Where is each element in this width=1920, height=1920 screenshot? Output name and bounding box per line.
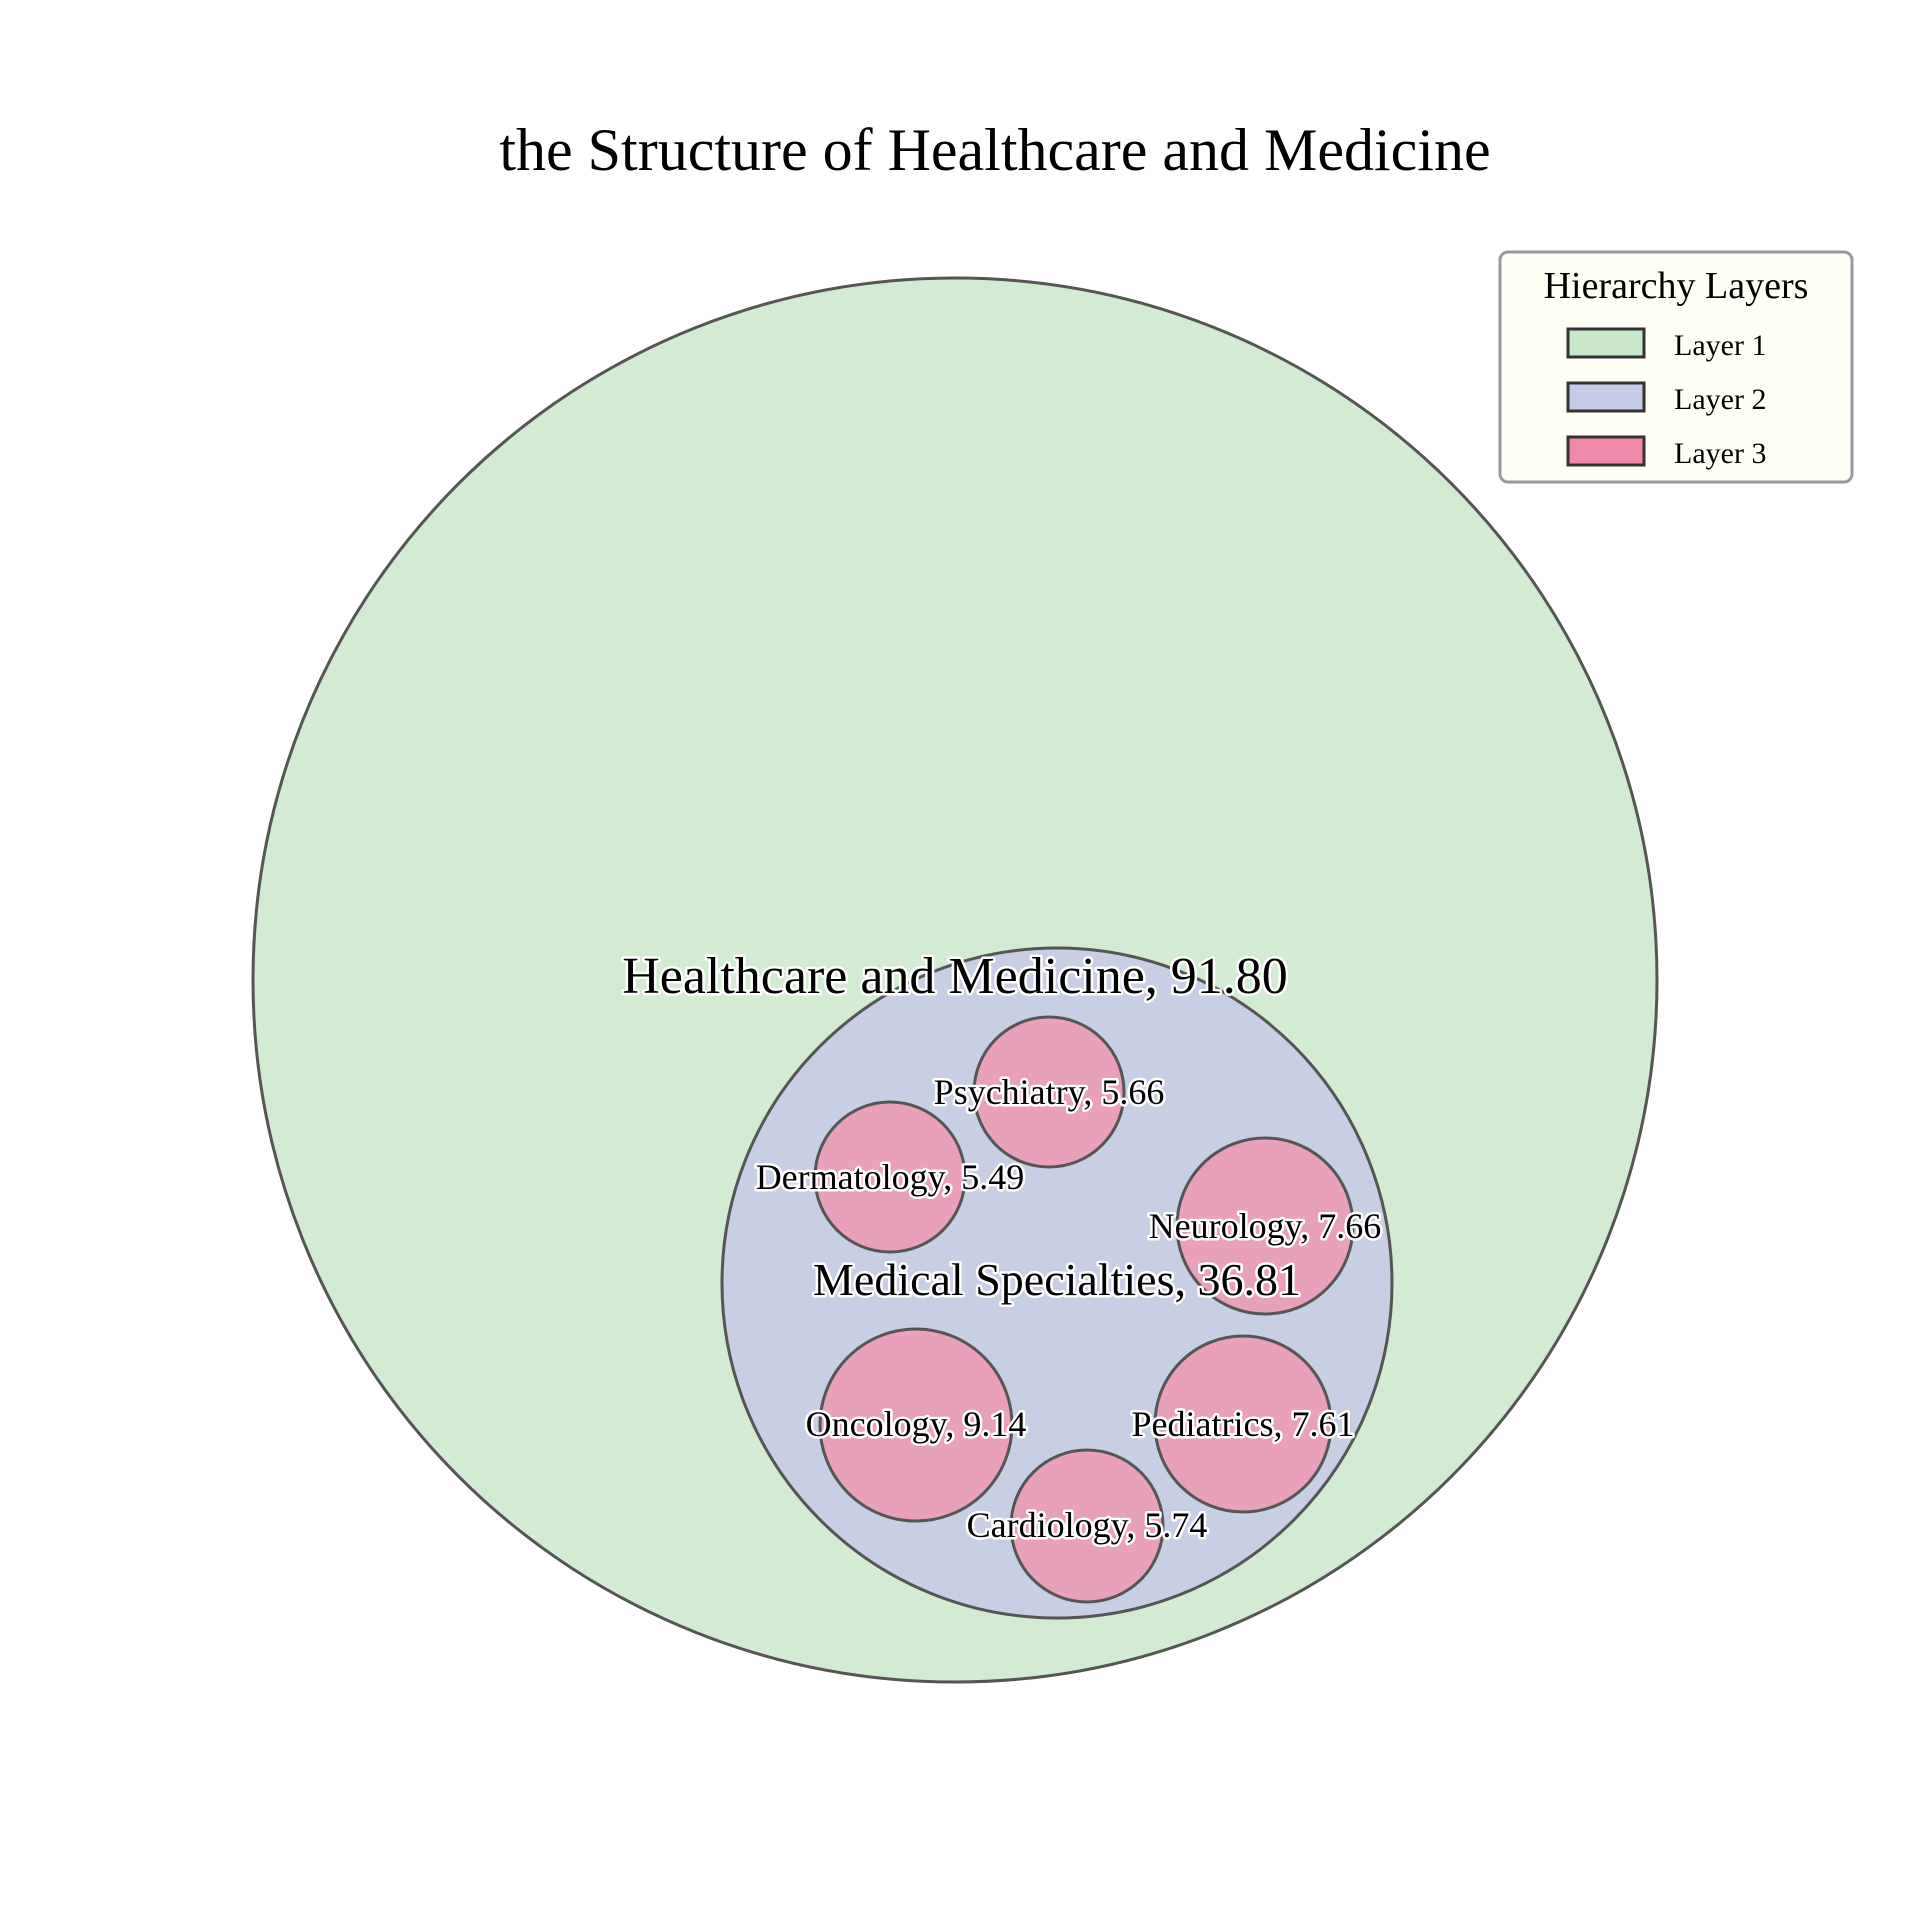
circle-dermatology	[813, 1100, 967, 1254]
legend: Hierarchy Layers Layer 1 Layer 2 Layer 3	[1498, 250, 1854, 484]
label-oncology: Oncology, 9.14	[806, 1404, 1027, 1444]
legend-swatch-layer-2	[1566, 381, 1646, 413]
legend-label-layer-2: Layer 2	[1674, 383, 1766, 416]
label-cardiology: Cardiology, 5.74	[967, 1505, 1208, 1545]
legend-swatch-layer-3	[1566, 435, 1646, 467]
labels-layer: Healthcare and Medicine, 91.80 Medical Sp…	[620, 946, 1384, 1548]
label-psychiatry: Psychiatry, 5.66	[934, 1072, 1165, 1112]
chart-title: the Structure of Healthcare and Medicine	[499, 117, 1490, 183]
circle-pediatrics	[1153, 1334, 1333, 1514]
label-healthcare-and-medicine: Healthcare and Medicine, 91.80	[622, 948, 1288, 1005]
legend-swatch-layer-1	[1566, 327, 1646, 359]
circles-layer	[251, 276, 1659, 1684]
circle-neurology	[1175, 1136, 1355, 1316]
legend-label-layer-3: Layer 3	[1674, 437, 1766, 470]
circle-oncology	[818, 1327, 1014, 1523]
legend-box	[1498, 250, 1854, 484]
legend-label-layer-1: Layer 1	[1674, 329, 1766, 362]
label-dermatology: Dermatology, 5.49	[756, 1157, 1025, 1197]
legend-title: Hierarchy Layers	[1544, 265, 1809, 307]
label-medical-specialties: Medical Specialties, 36.81	[813, 1254, 1301, 1305]
label-neurology: Neurology, 7.66	[1149, 1206, 1382, 1246]
circle-psychiatry	[972, 1015, 1126, 1169]
legend-items: Layer 1 Layer 2 Layer 3	[1566, 327, 1766, 470]
label-pediatrics: Pediatrics, 7.61	[1132, 1404, 1355, 1444]
circle-cardiology	[1009, 1448, 1165, 1604]
